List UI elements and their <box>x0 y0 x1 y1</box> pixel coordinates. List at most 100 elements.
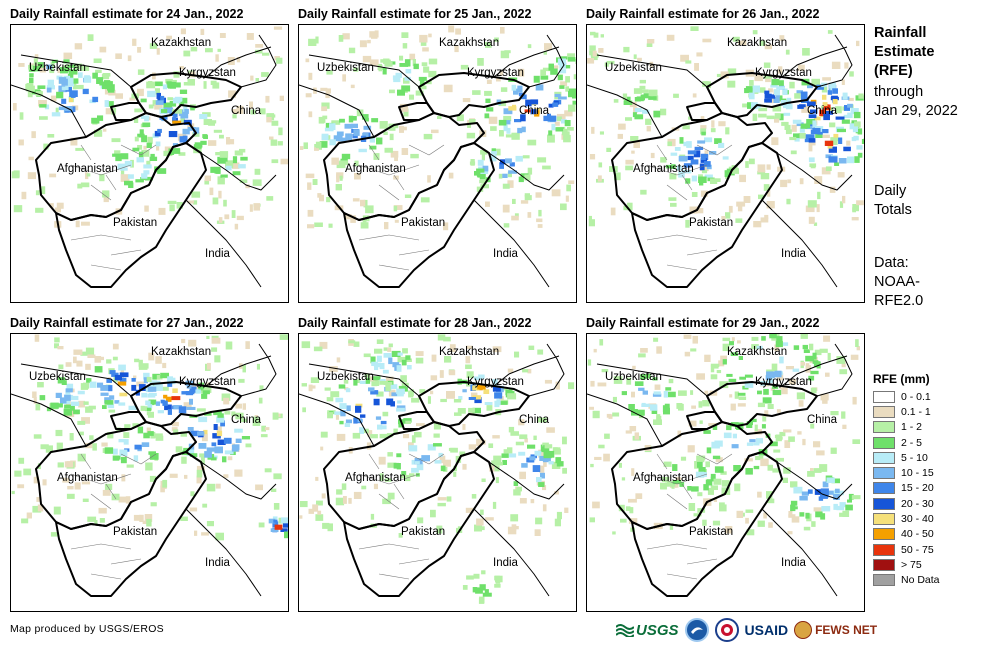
rain-cell <box>808 375 815 381</box>
rain-cell <box>597 382 607 387</box>
border-line <box>398 102 435 121</box>
rain-cell <box>472 90 481 95</box>
rain-cell <box>99 82 106 86</box>
rain-cell <box>155 401 160 406</box>
legend-item: 20 - 30 <box>873 496 978 511</box>
rain-cell <box>180 28 186 35</box>
rain-cell <box>206 521 214 527</box>
rain-cell <box>401 474 409 479</box>
rain-cell <box>530 454 537 459</box>
rain-cell <box>359 40 367 48</box>
rain-cell <box>466 132 476 139</box>
rain-cell <box>774 370 782 378</box>
rain-cell <box>430 375 438 381</box>
legend-item: 0 - 0.1 <box>873 389 978 404</box>
rain-cell <box>472 395 482 400</box>
rain-cell <box>210 457 217 461</box>
rain-cell <box>174 96 183 102</box>
rain-cell <box>522 369 529 373</box>
rain-cell <box>32 505 42 513</box>
rain-cell <box>411 459 416 465</box>
rain-cell <box>222 456 227 463</box>
rain-cell <box>508 426 515 433</box>
rain-cell <box>787 179 792 184</box>
rain-cell <box>517 85 523 93</box>
rain-cell <box>284 531 288 539</box>
rain-cell <box>368 387 375 392</box>
country-label-china: China <box>231 105 262 117</box>
rain-cell <box>763 388 769 395</box>
legend-swatch <box>873 390 895 403</box>
rain-cell <box>139 514 144 522</box>
rain-cell <box>215 54 219 62</box>
rfe-title-line: Rainfall <box>874 25 927 41</box>
rain-cell <box>196 475 202 484</box>
rain-cell <box>828 146 837 153</box>
rain-cell <box>362 218 367 223</box>
rain-cell <box>273 26 283 30</box>
rain-cell <box>266 117 272 123</box>
rain-cell <box>183 105 188 112</box>
rain-cell <box>477 159 484 166</box>
rain-cell <box>728 378 737 382</box>
rain-cell <box>486 107 494 112</box>
rain-cell <box>849 123 856 130</box>
rain-cell <box>462 424 466 430</box>
rain-cell <box>308 384 313 392</box>
rain-cell <box>427 444 436 451</box>
rain-cell <box>158 207 166 215</box>
rain-cell <box>336 131 344 136</box>
rain-cell <box>797 64 805 71</box>
rain-cell <box>54 207 61 213</box>
rain-cell <box>503 223 510 228</box>
rain-cell <box>779 356 784 364</box>
rain-cell <box>172 388 178 393</box>
rain-cell <box>752 113 758 121</box>
rain-cell <box>85 363 91 370</box>
rain-cell <box>128 405 137 411</box>
rain-cell <box>837 172 845 178</box>
rain-cell <box>343 379 349 384</box>
rain-cell <box>202 503 208 508</box>
rain-cell <box>754 73 763 82</box>
rain-cell <box>612 396 617 403</box>
border-line <box>587 363 708 447</box>
rain-cell <box>106 101 114 107</box>
rain-cell <box>592 501 600 509</box>
rain-cell <box>776 86 785 90</box>
rain-cell <box>492 501 497 509</box>
rain-cell <box>455 28 461 35</box>
country-label-india: India <box>781 248 806 260</box>
rain-cell <box>739 376 746 380</box>
rain-cell <box>181 391 187 395</box>
legend-item: 30 - 40 <box>873 511 978 526</box>
rain-cell <box>690 26 699 31</box>
rain-cell <box>758 107 768 112</box>
rain-cell <box>722 156 729 160</box>
rain-cell <box>353 67 359 72</box>
legend-item: No Data <box>873 573 978 588</box>
rain-cell <box>190 46 198 52</box>
rain-cell <box>848 493 854 500</box>
rain-cell <box>494 148 501 156</box>
rain-cell <box>540 69 546 76</box>
rain-cell <box>851 217 859 221</box>
rain-cell <box>805 355 815 362</box>
rain-cell <box>843 114 851 119</box>
rain-cell <box>270 139 278 146</box>
rain-cell <box>350 84 355 89</box>
rain-cell <box>64 394 71 401</box>
rain-cell <box>474 171 481 176</box>
rain-cell <box>612 412 620 417</box>
rain-cell <box>35 190 40 196</box>
rain-cell <box>835 488 840 493</box>
rain-cell <box>348 340 356 344</box>
rain-cell <box>338 384 346 389</box>
rain-cell <box>598 48 604 53</box>
rain-cell <box>302 407 306 413</box>
rain-cell <box>766 164 771 170</box>
rain-cell <box>394 154 398 161</box>
rain-cell <box>354 160 359 167</box>
rain-cell <box>37 504 44 512</box>
rain-cell <box>141 149 150 157</box>
